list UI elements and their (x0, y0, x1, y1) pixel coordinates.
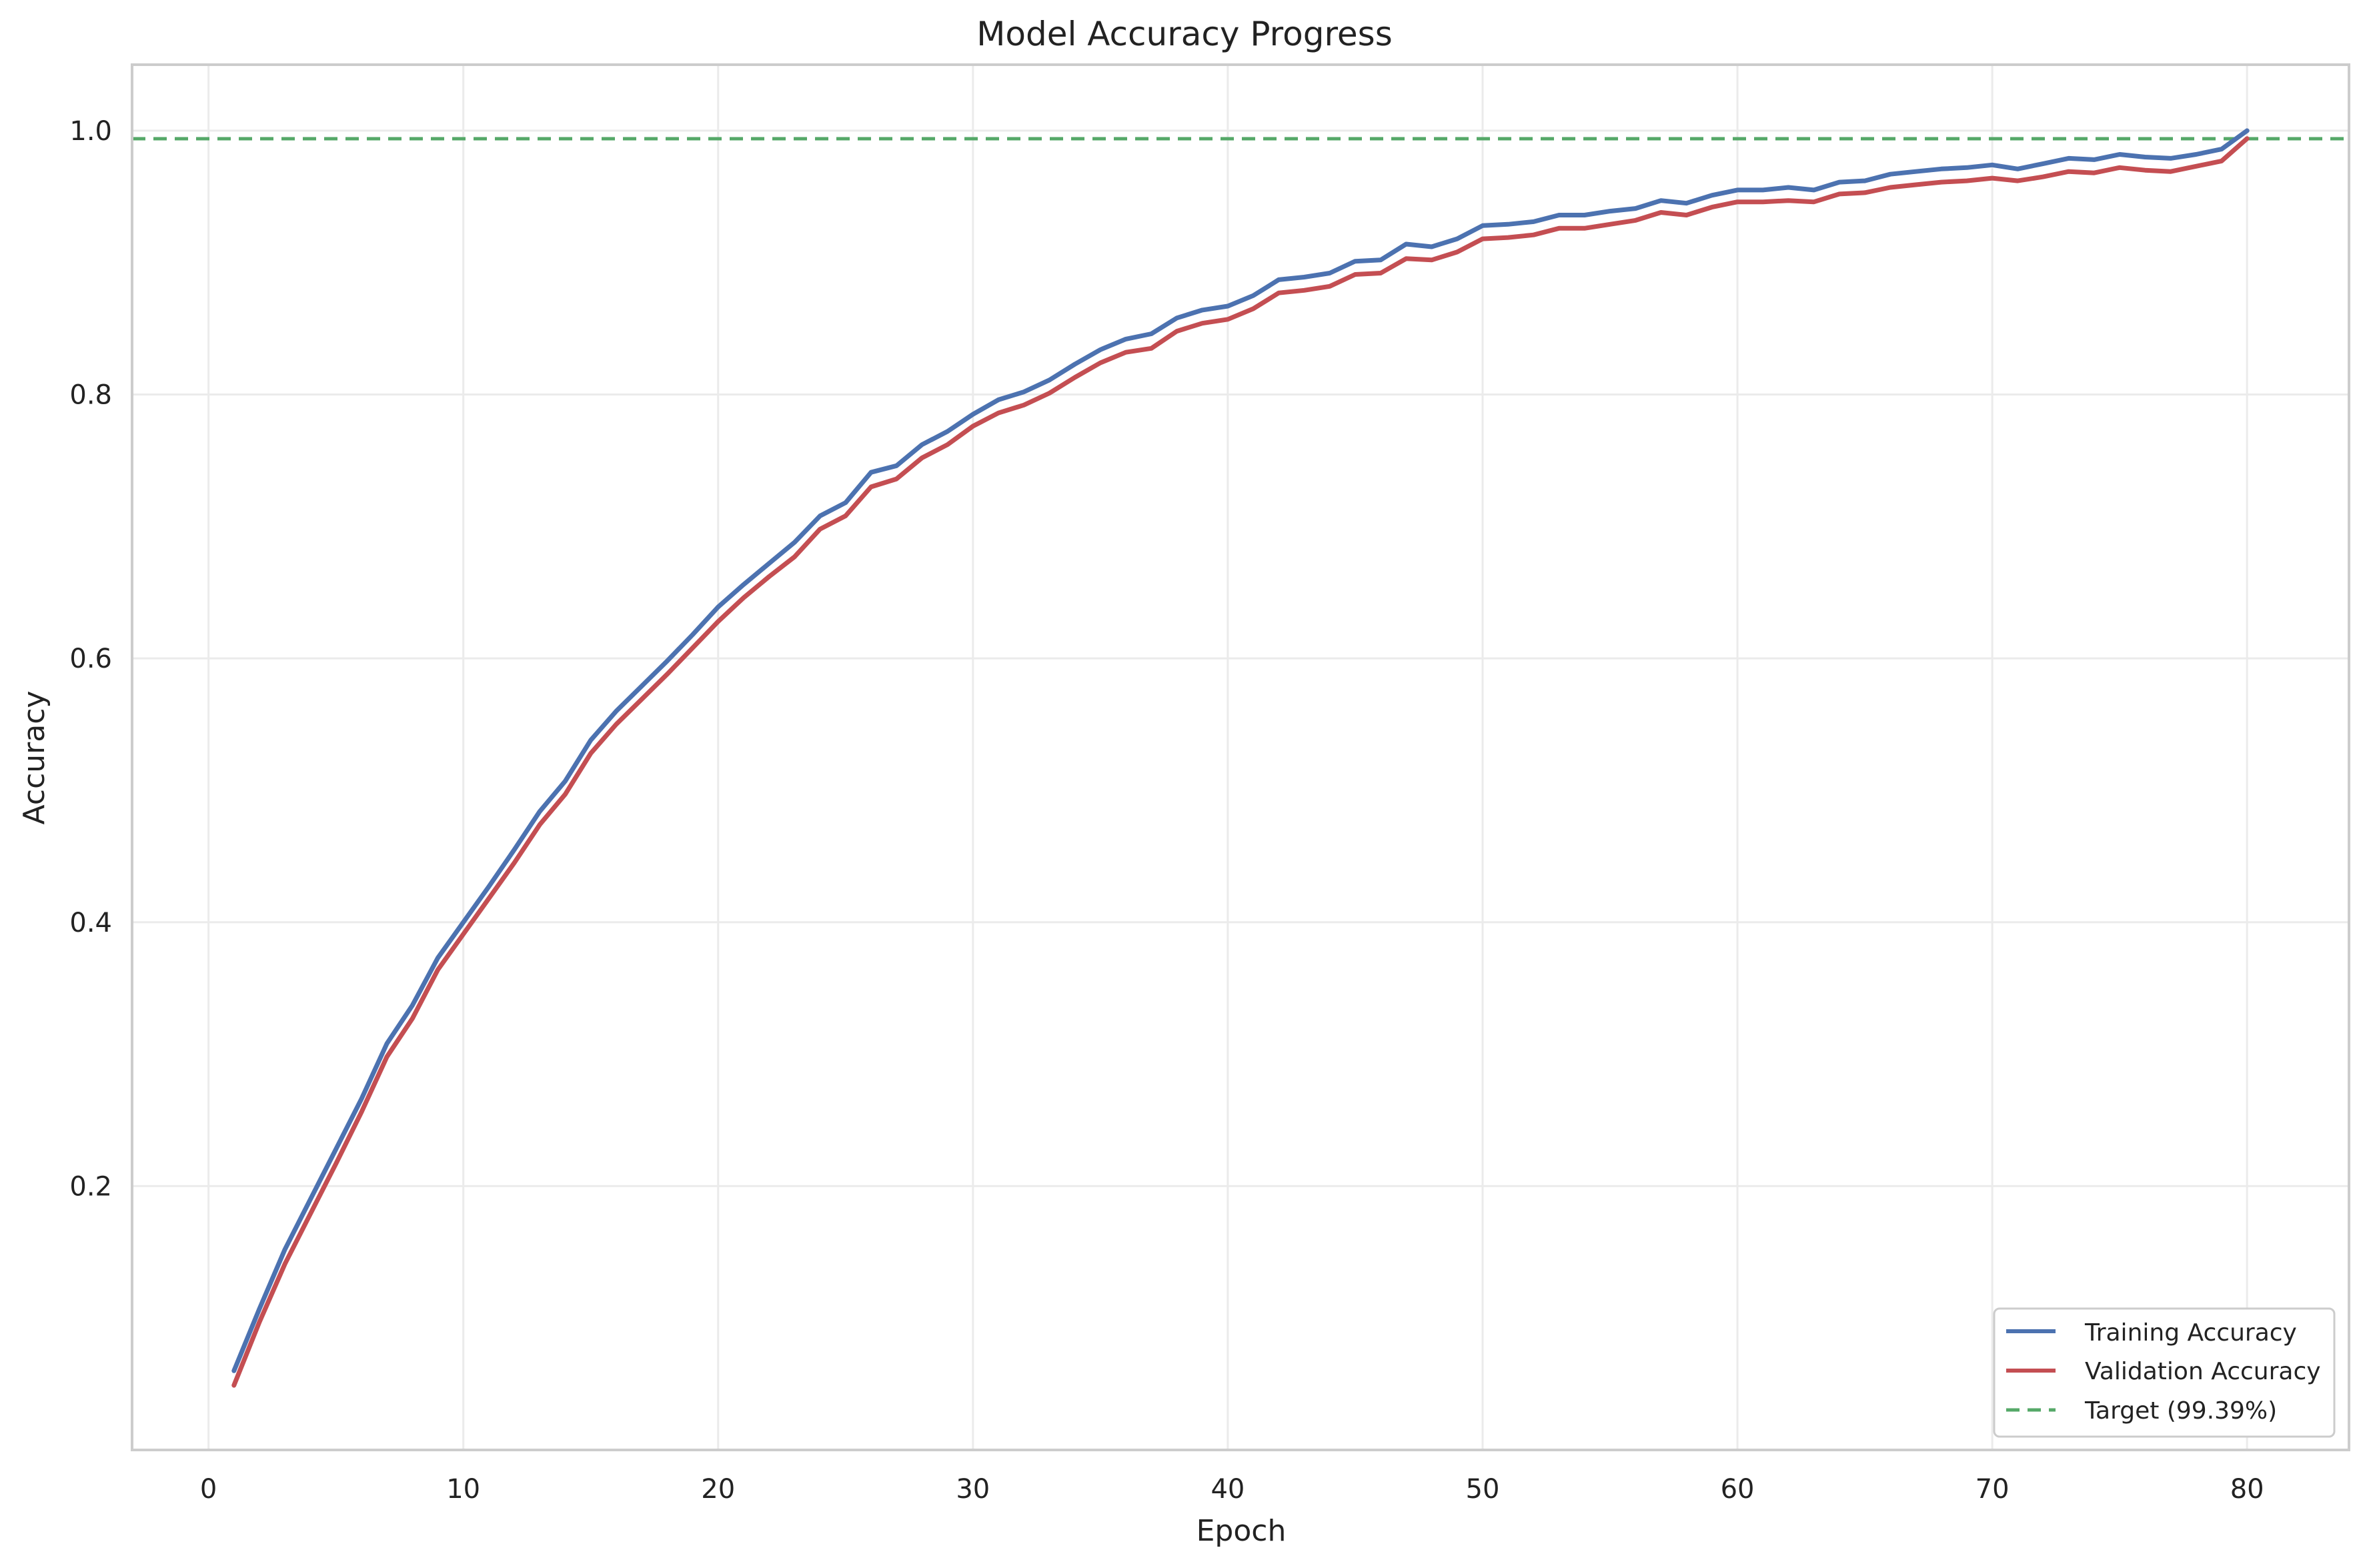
training-accuracy-line (231, 128, 2250, 1373)
x-tick-label: 80 (2230, 1474, 2264, 1505)
y-tick-label: 1.0 (69, 116, 112, 147)
y-tick-label: 0.8 (69, 380, 112, 411)
x-tick-label: 0 (200, 1474, 217, 1505)
y-axis-label: Accuracy (17, 691, 51, 825)
plot-frame (131, 63, 2350, 1451)
legend-label-target: Target (99.39%) (2084, 1397, 2277, 1425)
y-tick-label: 0.4 (69, 908, 112, 938)
x-ticks: 0 10 20 30 40 50 60 70 80 (200, 1474, 2264, 1505)
x-tick-label: 40 (1211, 1474, 1245, 1505)
x-tick-label: 50 (1466, 1474, 1500, 1505)
legend-label-validation: Validation Accuracy (2085, 1358, 2321, 1385)
legend: Training Accuracy Validation Accuracy Ta… (1993, 1307, 2336, 1438)
grid-lines (132, 65, 2349, 1450)
x-axis-label: Epoch (1197, 1514, 1287, 1548)
x-tick-label: 60 (1721, 1474, 1755, 1505)
legend-box (1993, 1307, 2336, 1438)
y-ticks: 0.2 0.4 0.6 0.8 1.0 (69, 116, 112, 1202)
validation-accuracy-line (231, 136, 2250, 1388)
x-tick-label: 70 (1976, 1474, 2010, 1505)
series-layer (132, 128, 2349, 1388)
chart-title: Model Accuracy Progress (976, 15, 1393, 53)
x-tick-label: 10 (446, 1474, 480, 1505)
y-tick-label: 0.6 (69, 644, 112, 674)
x-tick-label: 30 (956, 1474, 990, 1505)
x-tick-label: 20 (701, 1474, 735, 1505)
legend-label-training: Training Accuracy (2084, 1319, 2297, 1347)
y-tick-label: 0.2 (69, 1171, 112, 1202)
